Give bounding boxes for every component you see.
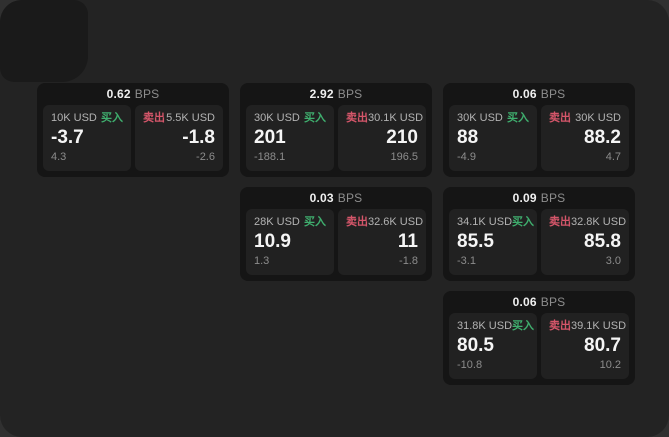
sell-side-label: 卖出: [549, 320, 571, 332]
buy-tile[interactable]: 30K USD 买入 88 -4.9: [449, 105, 537, 171]
bps-unit-label: BPS: [337, 191, 363, 205]
sell-price: 85.8: [584, 231, 621, 252]
top-left-corner-panel: [0, 0, 88, 82]
sell-skew-value: -2.6: [196, 151, 215, 163]
card-header: 0.09 BPS: [449, 187, 629, 209]
sell-tile[interactable]: 卖出 32.6K USD 11 -1.8: [338, 209, 426, 275]
quote-card: 2.92 BPS 30K USD 买入 201 -188.1 卖出 30.1K …: [240, 83, 432, 177]
buy-skew-value: -3.1: [457, 255, 476, 267]
bps-unit-label: BPS: [540, 295, 566, 309]
sell-tile[interactable]: 卖出 32.8K USD 85.8 3.0: [541, 209, 629, 275]
sell-tile[interactable]: 卖出 39.1K USD 80.7 10.2: [541, 313, 629, 379]
quote-card: 0.06 BPS 31.8K USD 买入 80.5 -10.8 卖出 39.1…: [443, 291, 635, 385]
sell-side-label: 卖出: [549, 112, 571, 124]
buy-side-label: 买入: [304, 112, 326, 124]
card-header: 0.03 BPS: [246, 187, 426, 209]
buy-notional: 10K USD: [51, 112, 97, 124]
sell-side-label: 卖出: [346, 112, 368, 124]
sell-price: 11: [397, 231, 418, 252]
bps-unit-label: BPS: [540, 87, 566, 101]
quote-card: 0.03 BPS 28K USD 买入 10.9 1.3 卖出 32.6K US…: [240, 187, 432, 281]
buy-skew-value: -4.9: [457, 151, 476, 163]
card-body: 30K USD 买入 201 -188.1 卖出 30.1K USD 210 1…: [246, 105, 426, 171]
sell-notional: 32.8K USD: [571, 216, 627, 228]
sell-side-label: 卖出: [143, 112, 165, 124]
card-header: 0.62 BPS: [43, 83, 223, 105]
card-body: 31.8K USD 买入 80.5 -10.8 卖出 39.1K USD 80.…: [449, 313, 629, 379]
card-body: 30K USD 买入 88 -4.9 卖出 30K USD 88.2 4.7: [449, 105, 629, 171]
sell-tile[interactable]: 卖出 30K USD 88.2 4.7: [541, 105, 629, 171]
sell-side-label: 卖出: [346, 216, 368, 228]
sell-notional: 30K USD: [575, 112, 621, 124]
sell-tile[interactable]: 卖出 5.5K USD -1.8 -2.6: [135, 105, 223, 171]
quote-card: 0.09 BPS 34.1K USD 买入 85.5 -3.1 卖出 32.8K…: [443, 187, 635, 281]
buy-tile[interactable]: 30K USD 买入 201 -188.1: [246, 105, 334, 171]
sell-skew-value: -1.8: [399, 255, 418, 267]
buy-notional: 30K USD: [457, 112, 503, 124]
buy-price: 80.5: [457, 335, 494, 356]
sell-side-label: 卖出: [549, 216, 571, 228]
sell-skew-value: 3.0: [605, 255, 621, 267]
bps-spread-value: 0.06: [512, 295, 537, 309]
buy-skew-value: -188.1: [254, 151, 286, 163]
bps-spread-value: 2.92: [309, 87, 334, 101]
buy-side-label: 买入: [101, 112, 123, 124]
quote-card: 0.06 BPS 30K USD 买入 88 -4.9 卖出 30K USD 8…: [443, 83, 635, 177]
sell-skew-value: 4.7: [605, 151, 621, 163]
buy-skew-value: -10.8: [457, 359, 483, 371]
bps-unit-label: BPS: [337, 87, 363, 101]
buy-side-label: 买入: [512, 320, 535, 332]
card-header: 2.92 BPS: [246, 83, 426, 105]
sell-price: 210: [386, 127, 418, 148]
sell-skew-value: 10.2: [599, 359, 621, 371]
sell-skew-value: 196.5: [390, 151, 418, 163]
sell-notional: 30.1K USD: [368, 112, 424, 124]
buy-skew-value: 4.3: [51, 151, 67, 163]
bps-unit-label: BPS: [540, 191, 566, 205]
sell-notional: 5.5K USD: [166, 112, 215, 124]
buy-price: 10.9: [254, 231, 291, 252]
bps-unit-label: BPS: [134, 87, 160, 101]
buy-price: 88: [457, 127, 479, 148]
buy-tile[interactable]: 28K USD 买入 10.9 1.3: [246, 209, 334, 275]
bps-spread-value: 0.62: [106, 87, 131, 101]
bps-spread-value: 0.03: [309, 191, 334, 205]
buy-skew-value: 1.3: [254, 255, 270, 267]
buy-side-label: 买入: [507, 112, 529, 124]
buy-tile[interactable]: 31.8K USD 买入 80.5 -10.8: [449, 313, 537, 379]
buy-tile[interactable]: 34.1K USD 买入 85.5 -3.1: [449, 209, 537, 275]
buy-tile[interactable]: 10K USD 买入 -3.7 4.3: [43, 105, 131, 171]
sell-price: 80.7: [584, 335, 621, 356]
sell-price: -1.8: [182, 127, 215, 148]
buy-notional: 31.8K USD: [457, 320, 513, 332]
buy-side-label: 买入: [304, 216, 326, 228]
buy-notional: 30K USD: [254, 112, 300, 124]
bps-spread-value: 0.09: [512, 191, 537, 205]
card-header: 0.06 BPS: [449, 83, 629, 105]
buy-notional: 28K USD: [254, 216, 300, 228]
buy-price: 85.5: [457, 231, 494, 252]
buy-side-label: 买入: [512, 216, 535, 228]
sell-price: 88.2: [584, 127, 621, 148]
sell-tile[interactable]: 卖出 30.1K USD 210 196.5: [338, 105, 426, 171]
quote-card: 0.62 BPS 10K USD 买入 -3.7 4.3 卖出 5.5K USD…: [37, 83, 229, 177]
card-body: 34.1K USD 买入 85.5 -3.1 卖出 32.8K USD 85.8…: [449, 209, 629, 275]
card-body: 10K USD 买入 -3.7 4.3 卖出 5.5K USD -1.8 -2.…: [43, 105, 223, 171]
sell-notional: 39.1K USD: [571, 320, 627, 332]
sell-notional: 32.6K USD: [368, 216, 424, 228]
buy-price: -3.7: [51, 127, 84, 148]
buy-price: 201: [254, 127, 286, 148]
buy-notional: 34.1K USD: [457, 216, 513, 228]
bps-spread-value: 0.06: [512, 87, 537, 101]
card-body: 28K USD 买入 10.9 1.3 卖出 32.6K USD 11 -1.8: [246, 209, 426, 275]
card-header: 0.06 BPS: [449, 291, 629, 313]
